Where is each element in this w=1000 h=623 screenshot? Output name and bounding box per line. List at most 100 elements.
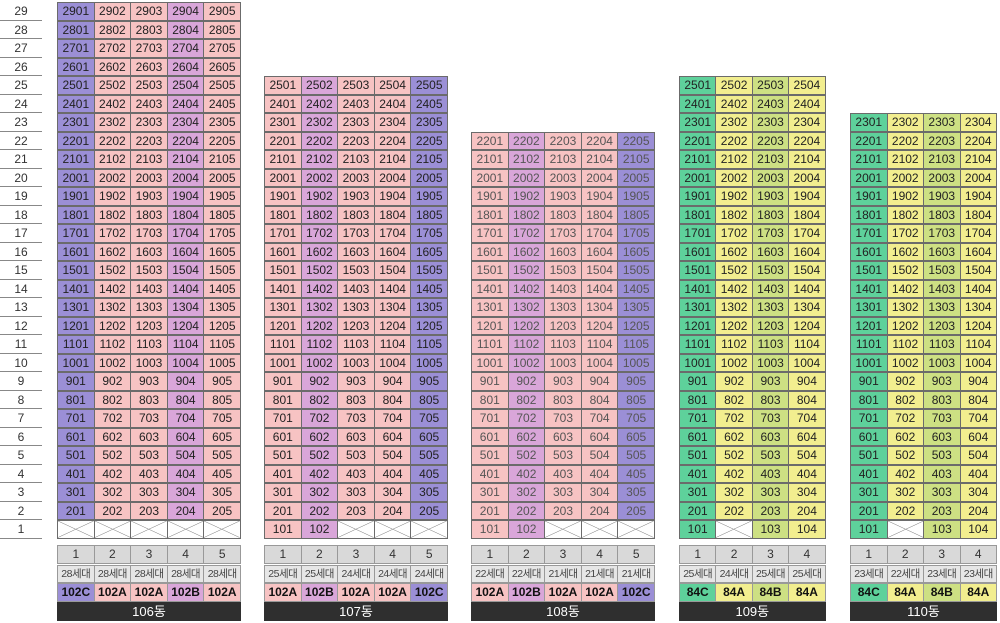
line-number: 1 [57,545,95,564]
unit-cell: 205 [203,501,241,520]
unit-cell: 1104 [959,335,997,354]
unit-cell: 2901 [57,2,95,21]
unit-cell: 903 [751,372,790,391]
unit-cell: 304 [959,483,997,502]
unit-cell: 1002 [507,353,546,372]
floor-label: 23 [0,113,42,132]
unit-cell: 2301 [679,113,717,132]
unit-cell: 1901 [471,187,509,206]
unit-cell: 2404 [373,94,412,113]
unit-cell: 901 [679,372,717,391]
floor-label: 11 [0,335,42,354]
unit-cell: 1704 [373,224,412,243]
unit-cell: 2402 [715,94,753,113]
unit-cell: 2002 [507,168,546,187]
unit-cell: 1302 [300,298,339,317]
unit-type: 102B [507,583,546,602]
unit-cell: 704 [959,409,997,428]
unit-cell: 603 [544,427,582,446]
unit-cell: 2201 [57,131,95,150]
unit-cell: 1004 [373,353,412,372]
household-count: 25세대 [788,565,826,583]
unit-cell: 1802 [715,205,753,224]
unit-cell: 905 [617,372,655,391]
unit-cell: 604 [788,427,826,446]
unit-cell: 1002 [300,353,339,372]
line-number: 5 [617,545,655,564]
unit-cell: 1901 [264,187,302,206]
unit-cell: 205 [410,501,448,520]
unit-cell: 301 [57,483,95,502]
unit-cell: 1404 [959,279,997,298]
unit-cell: 1001 [57,353,95,372]
unit-cell: 2001 [57,168,95,187]
unit-cell: 1203 [544,316,582,335]
unit-cell: 303 [337,483,375,502]
unit-cell: 1104 [788,335,826,354]
unit-cell: 1201 [850,316,888,335]
unit-cell: 702 [93,409,132,428]
unit-cell: 1905 [617,187,655,206]
unit-cell: 2202 [886,131,924,150]
unit-cell: 2101 [57,150,95,169]
unit-cell: 2101 [679,150,717,169]
unit-cell: 903 [337,372,375,391]
unit-cell: 2103 [337,150,375,169]
unit-cell: 1304 [959,298,997,317]
unit-cell: 1805 [617,205,655,224]
line-number: 4 [580,545,619,564]
unit-cell: 1101 [679,335,717,354]
unit-cell: 1005 [203,353,241,372]
unit-cell: 2203 [544,131,582,150]
unit-cell: 1404 [166,279,205,298]
unit-cell: 202 [300,501,339,520]
unit-cell: 1303 [130,298,168,317]
empty-unit-cell [617,520,655,539]
empty-unit-cell [166,520,205,539]
floor-label: 17 [0,224,42,243]
unit-cell: 101 [850,520,888,539]
unit-cell: 2902 [93,2,132,21]
unit-cell: 1501 [57,261,95,280]
floor-label: 21 [0,150,42,169]
unit-cell: 101 [679,520,717,539]
cross-icon [888,521,924,538]
floor-label: 5 [0,446,42,465]
line-number: 4 [788,545,826,564]
unit-cell: 1501 [264,261,302,280]
unit-cell: 303 [751,483,790,502]
unit-cell: 503 [130,446,168,465]
unit-cell: 2401 [679,94,717,113]
unit-cell: 2402 [300,94,339,113]
unit-cell: 802 [300,390,339,409]
unit-cell: 801 [850,390,888,409]
unit-cell: 803 [923,390,961,409]
unit-cell: 2505 [410,76,448,95]
unit-cell: 1701 [679,224,717,243]
cross-icon [411,521,447,538]
unit-cell: 1301 [57,298,95,317]
unit-cell: 1204 [373,316,412,335]
unit-cell: 603 [337,427,375,446]
unit-cell: 1704 [166,224,205,243]
unit-cell: 1502 [886,261,924,280]
unit-cell: 403 [337,464,375,483]
unit-cell: 603 [130,427,168,446]
unit-cell: 602 [93,427,132,446]
unit-type: 84B [751,583,790,602]
household-count: 28세대 [203,565,241,583]
unit-cell: 1804 [580,205,619,224]
unit-cell: 404 [788,464,826,483]
unit-cell: 501 [471,446,509,465]
unit-cell: 1503 [130,261,168,280]
unit-cell: 1904 [166,187,205,206]
unit-cell: 103 [923,520,961,539]
unit-cell: 202 [93,501,132,520]
unit-cell: 1102 [300,335,339,354]
unit-cell: 1701 [850,224,888,243]
unit-cell: 2104 [373,150,412,169]
unit-cell: 1701 [264,224,302,243]
unit-type: 102A [203,583,241,602]
unit-type: 102A [373,583,412,602]
empty-unit-cell [93,520,132,539]
